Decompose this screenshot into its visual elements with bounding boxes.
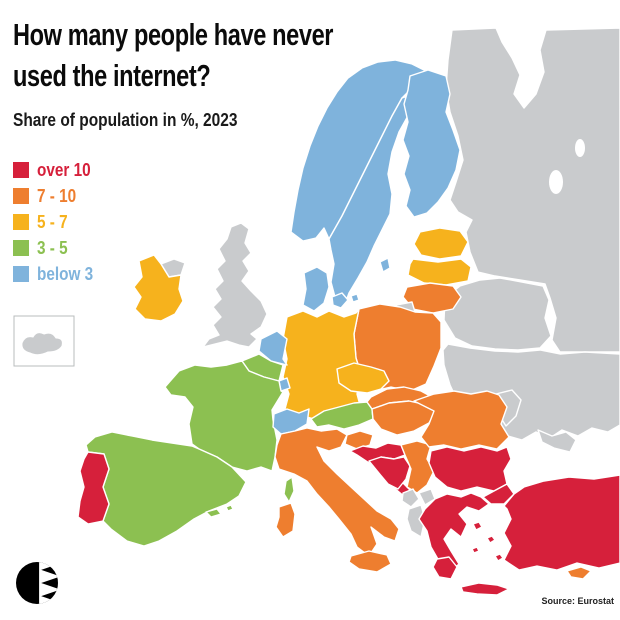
country-czechia xyxy=(336,362,390,394)
country-romania xyxy=(413,390,510,450)
legend-swatch-7-10 xyxy=(13,188,29,204)
country-ireland xyxy=(133,254,184,322)
legend-swatch-over-10 xyxy=(13,162,29,178)
aegean-island-1 xyxy=(472,521,483,531)
country-latvia xyxy=(407,258,472,286)
legend-swatch-3-5 xyxy=(13,240,29,256)
legend-label-over-10: over 10 xyxy=(37,159,91,180)
legend-item-7-10: 7 - 10 xyxy=(13,183,434,209)
island-menorca xyxy=(225,504,234,512)
country-crimea xyxy=(537,429,577,453)
country-belarus xyxy=(443,277,552,351)
country-bulgaria xyxy=(428,446,512,492)
country-switzerland xyxy=(272,408,310,435)
legend-item-over-10: over 10 xyxy=(13,157,434,183)
country-russia xyxy=(445,27,620,353)
island-sardinia xyxy=(275,502,296,538)
country-denmark xyxy=(302,266,330,312)
legend-label-5-7: 5 - 7 xyxy=(37,211,68,232)
title-line-1: How many people have never xyxy=(13,17,334,52)
denmark-islands xyxy=(331,292,349,309)
island-crete xyxy=(460,582,510,596)
country-slovenia xyxy=(344,430,374,450)
country-united-kingdom xyxy=(202,222,268,348)
island-corsica xyxy=(283,476,295,503)
country-albania xyxy=(406,504,426,538)
country-montenegro xyxy=(401,488,420,508)
country-finland xyxy=(402,69,461,218)
legend-item-below-3: below 3 xyxy=(13,261,434,287)
legend: over 10 7 - 10 5 - 7 3 - 5 below 3 xyxy=(13,157,434,287)
country-portugal xyxy=(77,451,110,525)
source-credit: Source: Eurostat xyxy=(541,596,614,606)
lake-onega xyxy=(575,139,585,157)
legend-label-7-10: 7 - 10 xyxy=(37,185,77,206)
iceland-inset xyxy=(13,315,75,367)
subtitle: Share of population in %, 2023 xyxy=(13,110,238,130)
country-netherlands xyxy=(258,330,288,366)
island-gotland xyxy=(379,257,391,273)
legend-swatch-5-7 xyxy=(13,214,29,230)
denmark-island-2 xyxy=(350,293,360,303)
legend-swatch-below-3 xyxy=(13,266,29,282)
legend-item-5-7: 5 - 7 xyxy=(13,209,434,235)
country-greece xyxy=(418,492,490,572)
island-sicily xyxy=(348,550,392,573)
country-estonia xyxy=(413,227,469,260)
lake-ladoga xyxy=(549,170,563,194)
legend-label-below-3: below 3 xyxy=(37,263,94,284)
greece-peloponnese xyxy=(432,556,458,580)
aegean-island-2 xyxy=(486,535,496,544)
country-turkey xyxy=(503,474,620,571)
legend-label-3-5: 3 - 5 xyxy=(37,237,68,258)
country-lithuania xyxy=(402,282,462,314)
country-iceland xyxy=(21,332,63,356)
country-bosnia-herzegovina xyxy=(368,456,411,490)
title-line-2: used the internet? xyxy=(13,58,211,93)
aegean-island-4 xyxy=(471,546,480,554)
logo-mid-arm xyxy=(41,577,58,589)
legend-item-3-5: 3 - 5 xyxy=(13,235,434,261)
euronews-logo xyxy=(16,562,58,604)
aegean-island-3 xyxy=(494,553,504,562)
country-cyprus xyxy=(566,566,592,580)
island-mallorca xyxy=(205,508,222,518)
page-title: How many people have never used the inte… xyxy=(13,14,434,96)
